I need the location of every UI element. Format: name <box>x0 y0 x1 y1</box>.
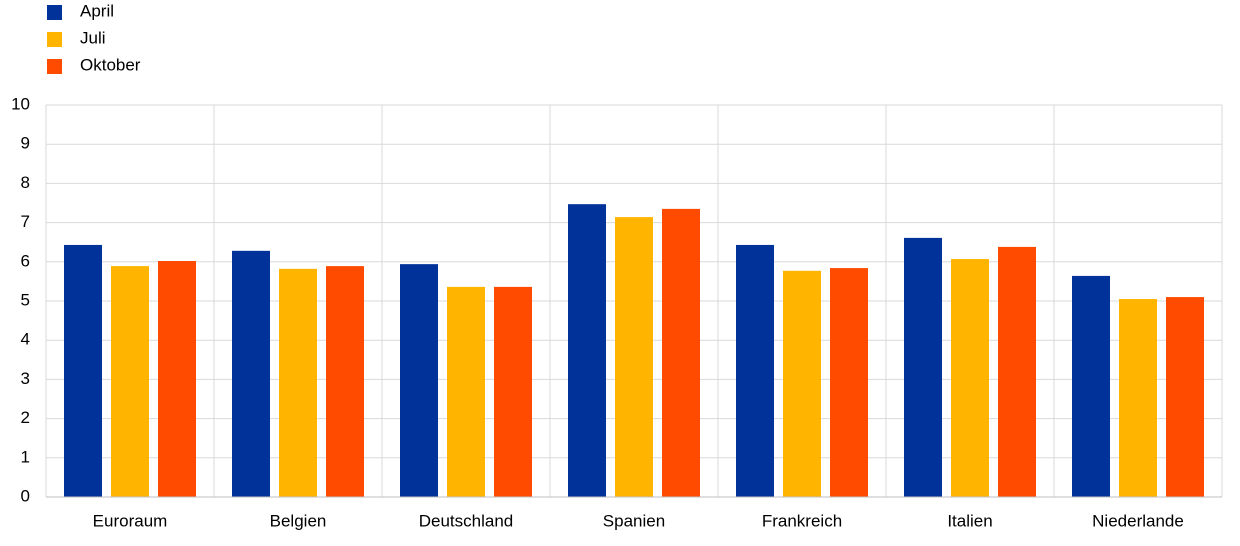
y-tick-label: 9 <box>21 134 30 153</box>
bar <box>326 266 364 497</box>
bar <box>951 259 989 497</box>
bar <box>400 264 438 497</box>
x-tick-label: Belgien <box>270 511 327 530</box>
y-tick-label: 0 <box>21 486 30 505</box>
bar <box>1119 299 1157 497</box>
y-tick-label: 10 <box>11 94 30 113</box>
x-tick-label: Euroraum <box>93 511 168 530</box>
bar <box>279 268 317 497</box>
legend-label: Juli <box>80 28 106 47</box>
x-tick-label: Deutschland <box>419 511 514 530</box>
legend-label: Oktober <box>80 55 141 74</box>
bar <box>447 286 485 497</box>
x-tick-label: Frankreich <box>762 511 842 530</box>
legend-swatch <box>47 32 62 47</box>
bar <box>494 286 532 497</box>
bar <box>1166 297 1204 497</box>
bar <box>158 261 196 497</box>
y-tick-label: 5 <box>21 290 30 309</box>
y-tick-label: 4 <box>21 330 30 349</box>
legend-label: April <box>80 1 114 20</box>
bar <box>998 246 1036 497</box>
y-tick-label: 3 <box>21 369 30 388</box>
bar <box>64 244 102 497</box>
y-tick-label: 2 <box>21 408 30 427</box>
y-tick-label: 8 <box>21 173 30 192</box>
legend-swatch <box>47 59 62 74</box>
y-tick-label: 6 <box>21 251 30 270</box>
bar <box>615 217 653 497</box>
y-tick-label: 7 <box>21 212 30 231</box>
bar <box>662 208 700 497</box>
bar <box>568 204 606 497</box>
bar <box>736 244 774 497</box>
bar <box>111 266 149 497</box>
legend-swatch <box>47 5 62 20</box>
y-tick-label: 1 <box>21 447 30 466</box>
x-tick-label: Spanien <box>603 511 665 530</box>
x-tick-label: Italien <box>947 511 992 530</box>
bar <box>1072 275 1110 497</box>
x-tick-label: Niederlande <box>1092 511 1184 530</box>
bar <box>783 270 821 497</box>
bar <box>830 268 868 497</box>
bar <box>904 237 942 497</box>
bar <box>232 250 270 497</box>
